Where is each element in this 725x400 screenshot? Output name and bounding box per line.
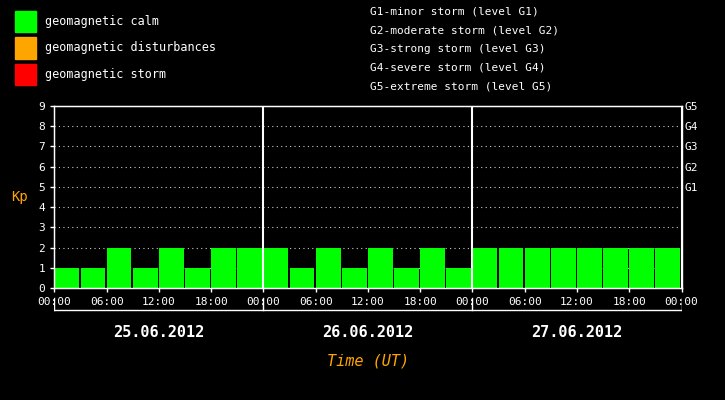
Bar	[14, 64, 36, 86]
Text: geomagnetic disturbances: geomagnetic disturbances	[45, 42, 216, 54]
Bar	[499, 248, 523, 288]
Text: Time (UT): Time (UT)	[327, 353, 409, 368]
Text: Kp: Kp	[12, 190, 28, 204]
Bar	[525, 248, 550, 288]
Bar	[603, 248, 628, 288]
Bar	[54, 268, 79, 288]
Text: G2-moderate storm (level G2): G2-moderate storm (level G2)	[370, 25, 559, 35]
Bar	[341, 268, 367, 288]
Bar	[159, 248, 183, 288]
Bar	[368, 248, 393, 288]
Text: 26.06.2012: 26.06.2012	[323, 325, 413, 340]
Bar	[14, 38, 36, 58]
Text: geomagnetic storm: geomagnetic storm	[45, 68, 166, 81]
Bar	[629, 248, 654, 288]
Text: G4-severe storm (level G4): G4-severe storm (level G4)	[370, 63, 545, 73]
Bar	[263, 248, 289, 288]
Bar	[14, 10, 36, 32]
Bar	[655, 248, 680, 288]
Bar	[133, 268, 157, 288]
Bar	[237, 248, 262, 288]
Bar	[447, 268, 471, 288]
Bar	[394, 268, 419, 288]
Text: 27.06.2012: 27.06.2012	[531, 325, 623, 340]
Bar	[107, 248, 131, 288]
Bar	[473, 248, 497, 288]
Bar	[289, 268, 315, 288]
Text: G1-minor storm (level G1): G1-minor storm (level G1)	[370, 6, 539, 16]
Text: G3-strong storm (level G3): G3-strong storm (level G3)	[370, 44, 545, 54]
Bar	[185, 268, 210, 288]
Text: geomagnetic calm: geomagnetic calm	[45, 15, 159, 28]
Bar	[211, 248, 236, 288]
Bar	[80, 268, 105, 288]
Bar	[577, 248, 602, 288]
Bar	[551, 248, 576, 288]
Bar	[315, 248, 341, 288]
Text: 25.06.2012: 25.06.2012	[113, 325, 204, 340]
Text: G5-extreme storm (level G5): G5-extreme storm (level G5)	[370, 81, 552, 91]
Bar	[420, 248, 445, 288]
